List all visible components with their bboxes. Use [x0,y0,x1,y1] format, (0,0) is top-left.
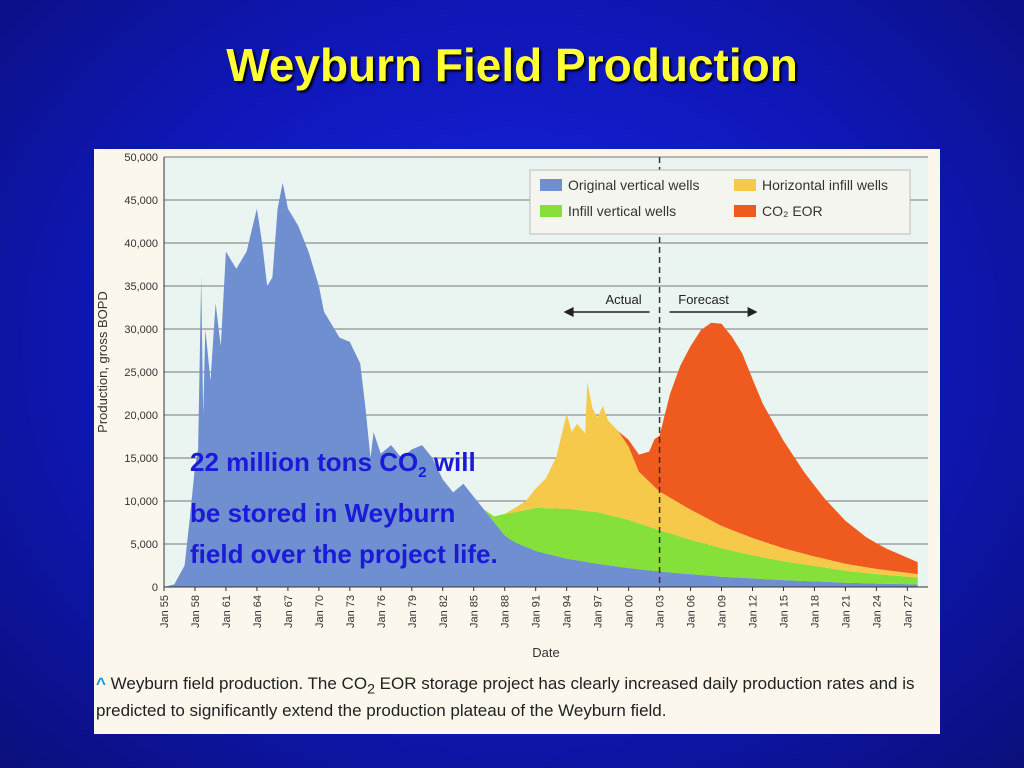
caption-subscript: 2 [367,681,375,698]
chart-figure: 0 5,000 10,000 15,000 20,000 25,000 30,000 35,0… [94,149,940,734]
x-tick-label: Jan 03 [655,595,667,628]
y-tick-label: 45,000 [124,195,158,207]
callout-line-2: be stored in Weyburn [190,498,456,529]
x-tick-label: Jan 55 [159,595,171,628]
x-tick-label: Jan 94 [562,595,574,628]
legend-swatch [540,205,562,217]
forecast-label: Forecast [678,292,729,307]
x-tick-label: Jan 24 [871,595,883,628]
callout-line-3: field over the project life. [190,539,498,570]
legend-label: Horizontal infill wells [762,177,888,193]
x-tick-label: Jan 27 [902,595,914,628]
x-tick-label: Jan 64 [252,595,264,628]
caption-text-end: EOR storage project has clearly increase… [96,674,915,721]
forecast-arrow-head [747,307,758,317]
callout-subscript: 2 [418,464,427,482]
y-tick-label: 15,000 [124,453,158,465]
x-tick-label: Jan 12 [747,595,759,628]
x-tick-label: Jan 97 [593,595,605,628]
x-tick-label: Jan 85 [469,595,481,628]
y-tick-label: 0 [152,582,158,594]
series-area-3 [164,182,918,588]
x-tick-label: Jan 61 [221,595,233,628]
actual-arrow-head [563,307,574,317]
x-tick-label: Jan 73 [345,595,357,628]
caret-icon: ^ [96,674,106,693]
x-tick-label: Jan 06 [686,595,698,628]
y-tick-label: 5,000 [130,539,158,551]
x-tick-label: Jan 70 [314,595,326,628]
x-tick-label: Jan 79 [407,595,419,628]
y-tick-label: 35,000 [124,281,158,293]
legend-label: Original vertical wells [568,177,699,193]
y-tick-label: 50,000 [124,152,158,164]
legend-swatch [540,179,562,191]
co2-storage-callout: 22 million tons CO2 will be stored in We… [190,442,610,575]
x-tick-label: Jan 00 [624,595,636,628]
production-chart: 0 5,000 10,000 15,000 20,000 25,000 30,000 35,0… [95,152,928,660]
legend: Original vertical wells Horizontal infill… [529,169,911,235]
y-axis-title: Production, gross BOPD [95,291,110,433]
legend-box [529,169,911,235]
callout-line-1-text: 22 million tons CO [190,447,419,477]
x-tick-label: Jan 82 [438,595,450,628]
figure-caption: ^ Weyburn field production. The CO2 EOR … [96,673,936,722]
caption-text-start: Weyburn field production. The CO [105,674,368,693]
x-tick-label: Jan 21 [840,595,852,628]
legend-swatch [734,205,756,217]
x-tick-label: Jan 76 [376,595,388,628]
series-area-4 [164,182,918,588]
slide-title: Weyburn Field Production [226,39,798,91]
x-tick-label: Jan 67 [283,595,295,628]
actual-label: Actual [605,292,641,307]
y-tick-label: 30,000 [124,324,158,336]
x-tick-label: Jan 09 [717,595,729,628]
y-tick-label: 20,000 [124,410,158,422]
series-area-1 [164,182,918,588]
legend-label: CO₂ EOR [762,203,823,219]
callout-line-1: 22 million tons CO2 will [190,442,610,493]
stacked-areas [164,182,918,588]
callout-line-1-end: will [426,447,476,477]
x-tick-label: Jan 18 [809,595,821,628]
y-tick-label: 10,000 [124,496,158,508]
x-tick-label: Jan 91 [531,595,543,628]
x-tick-label: Jan 58 [190,595,202,628]
legend-swatch [734,179,756,191]
y-tick-label: 25,000 [124,367,158,379]
x-axis-title: Date [532,645,559,660]
x-tick-label: Jan 15 [778,595,790,628]
y-tick-label: 40,000 [124,238,158,250]
x-tick-label: Jan 88 [500,595,512,628]
legend-label: Infill vertical wells [568,203,676,219]
